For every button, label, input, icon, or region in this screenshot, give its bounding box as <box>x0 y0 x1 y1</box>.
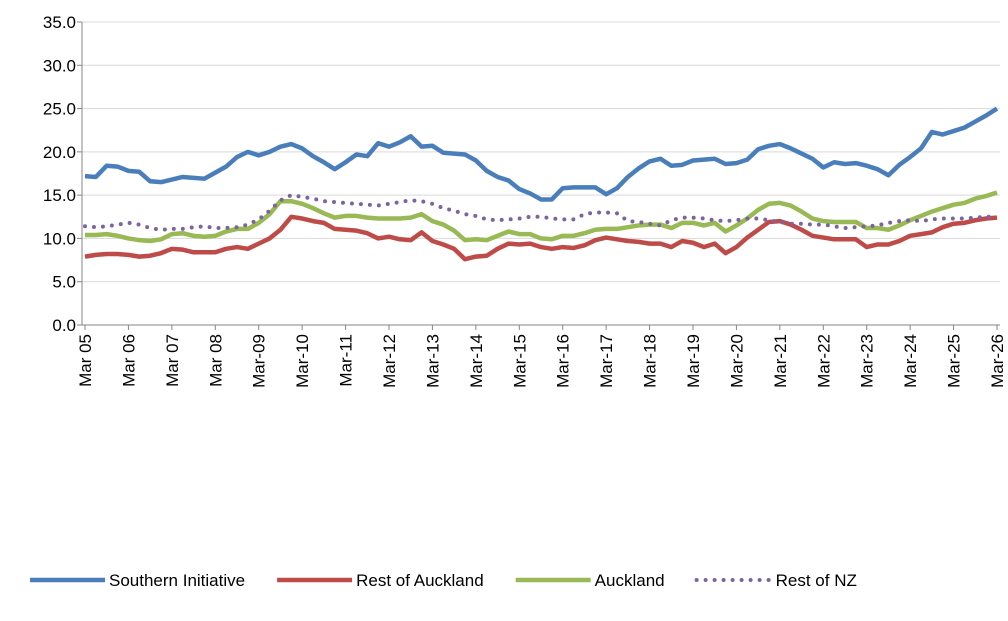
x-tick-label: Mar-25 <box>945 334 964 388</box>
y-tick-label: 30.0 <box>43 56 76 75</box>
y-tick-label: 10.0 <box>43 229 76 248</box>
y-tick-label: 35.0 <box>43 13 76 32</box>
x-tick-label: Mar 06 <box>119 334 138 387</box>
legend-label: Southern Initiative <box>109 571 245 590</box>
legend-label: Rest of NZ <box>776 571 857 590</box>
y-tick-label: 25.0 <box>43 100 76 119</box>
x-tick-label: Mar-23 <box>858 334 877 388</box>
x-tick-label: Mar-11 <box>337 334 356 387</box>
x-tick-label: Mar-13 <box>423 334 442 388</box>
x-tick-label: Mar-26 <box>988 334 1007 388</box>
x-tick-label: Mar 08 <box>206 334 225 387</box>
x-tick-label: Mar-24 <box>901 334 920 388</box>
x-tick-label: Mar-12 <box>380 334 399 388</box>
plot-lines <box>83 106 999 262</box>
x-tick-label: Mar-10 <box>293 334 312 388</box>
legend-label: Rest of Auckland <box>356 571 484 590</box>
x-tick-label: Mar-09 <box>250 334 269 388</box>
series-line <box>84 214 998 262</box>
legend: Southern Initiative Rest of Auckland Auckl… <box>30 571 857 590</box>
x-tick-label: Mar-14 <box>467 334 486 388</box>
x-tick-label: Mar-21 <box>771 334 790 388</box>
x-tick-label: Mar 05 <box>76 334 95 387</box>
x-tick-label: Mar-15 <box>510 334 529 388</box>
x-tick-label: Mar 07 <box>163 334 182 387</box>
axes: 0.0 5.0 10.0 15.0 20.0 25.0 30.0 35.0 Mar 05 Mar … <box>43 13 1007 388</box>
y-tick-label: 20.0 <box>43 143 76 162</box>
x-tick-label: Mar-18 <box>641 334 660 388</box>
y-tick-label: 15.0 <box>43 186 76 205</box>
x-tick-label: Mar-17 <box>597 334 616 388</box>
series-line <box>83 193 999 232</box>
legend-label: Auckland <box>595 571 665 590</box>
y-tick-label: 0.0 <box>52 316 76 335</box>
x-tick-label: Mar-16 <box>554 334 573 388</box>
x-tick-label: Mar-19 <box>684 334 703 388</box>
series-line <box>84 106 999 202</box>
x-tick-label: Mar-20 <box>727 334 746 388</box>
x-tick-label: Mar-22 <box>814 334 833 388</box>
y-tick-label: 5.0 <box>52 273 76 292</box>
grid <box>82 21 1000 326</box>
